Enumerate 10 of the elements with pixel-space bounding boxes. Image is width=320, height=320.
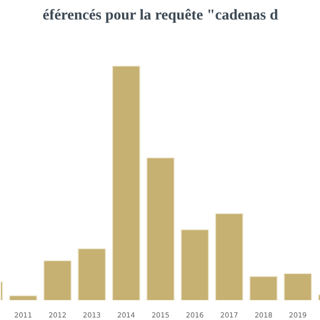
bar [8, 295, 38, 300]
bar [112, 66, 140, 300]
bar [214, 213, 244, 300]
bar [43, 260, 72, 300]
bar [146, 157, 175, 300]
bar [78, 248, 106, 300]
bar [249, 276, 278, 300]
bar [284, 273, 312, 300]
bar [180, 229, 210, 300]
chart-title: éférencés pour la requête "cadenas d [42, 8, 279, 24]
